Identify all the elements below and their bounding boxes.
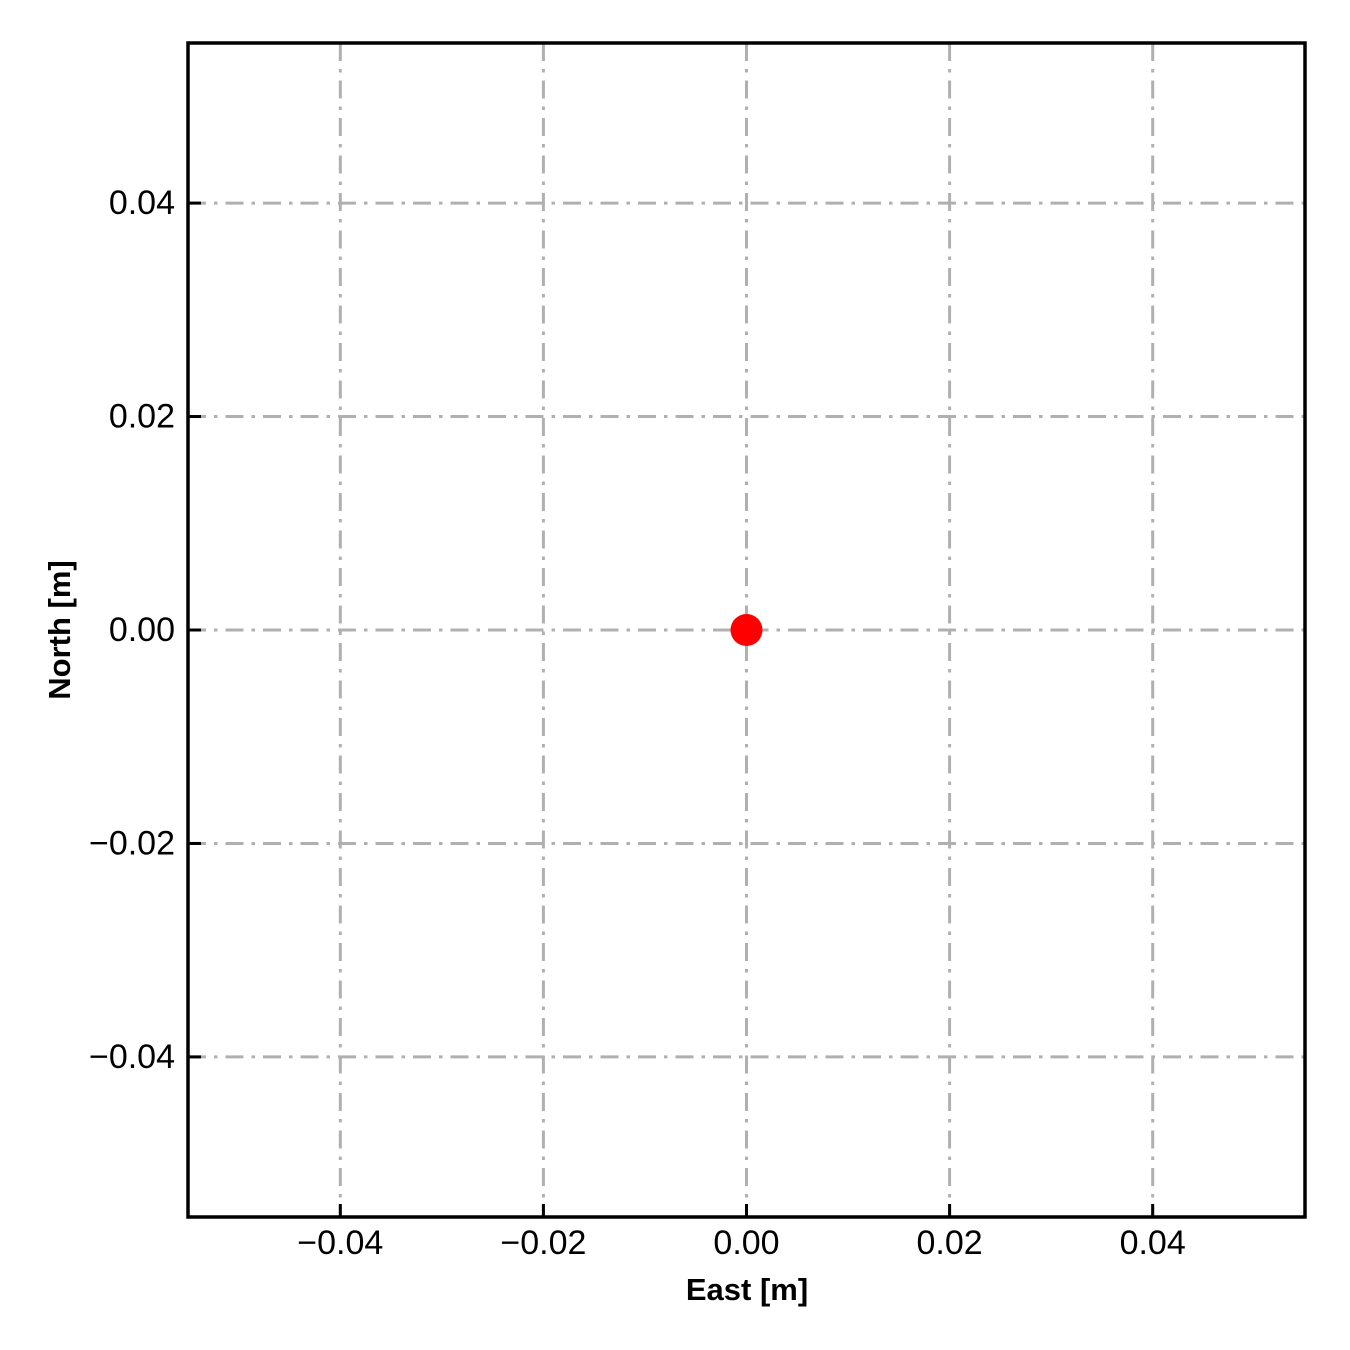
x-axis-label: East [m] — [685, 1272, 809, 1307]
y-tick-label: −0.04 — [89, 1038, 175, 1076]
y-tick-label: 0.02 — [109, 398, 175, 436]
x-tick-label: 0.04 — [1120, 1224, 1186, 1262]
x-tick-label: −0.02 — [500, 1224, 586, 1262]
y-axis-label: North [m] — [42, 560, 77, 700]
x-tick-label: −0.04 — [297, 1224, 383, 1262]
x-tick-label: 0.02 — [916, 1224, 982, 1262]
y-tick-label: 0.04 — [109, 184, 175, 222]
y-tick-label: −0.02 — [89, 824, 175, 862]
data-point — [730, 614, 763, 646]
x-tick-label: 0.00 — [713, 1224, 779, 1262]
y-tick-label: 0.00 — [109, 611, 175, 649]
